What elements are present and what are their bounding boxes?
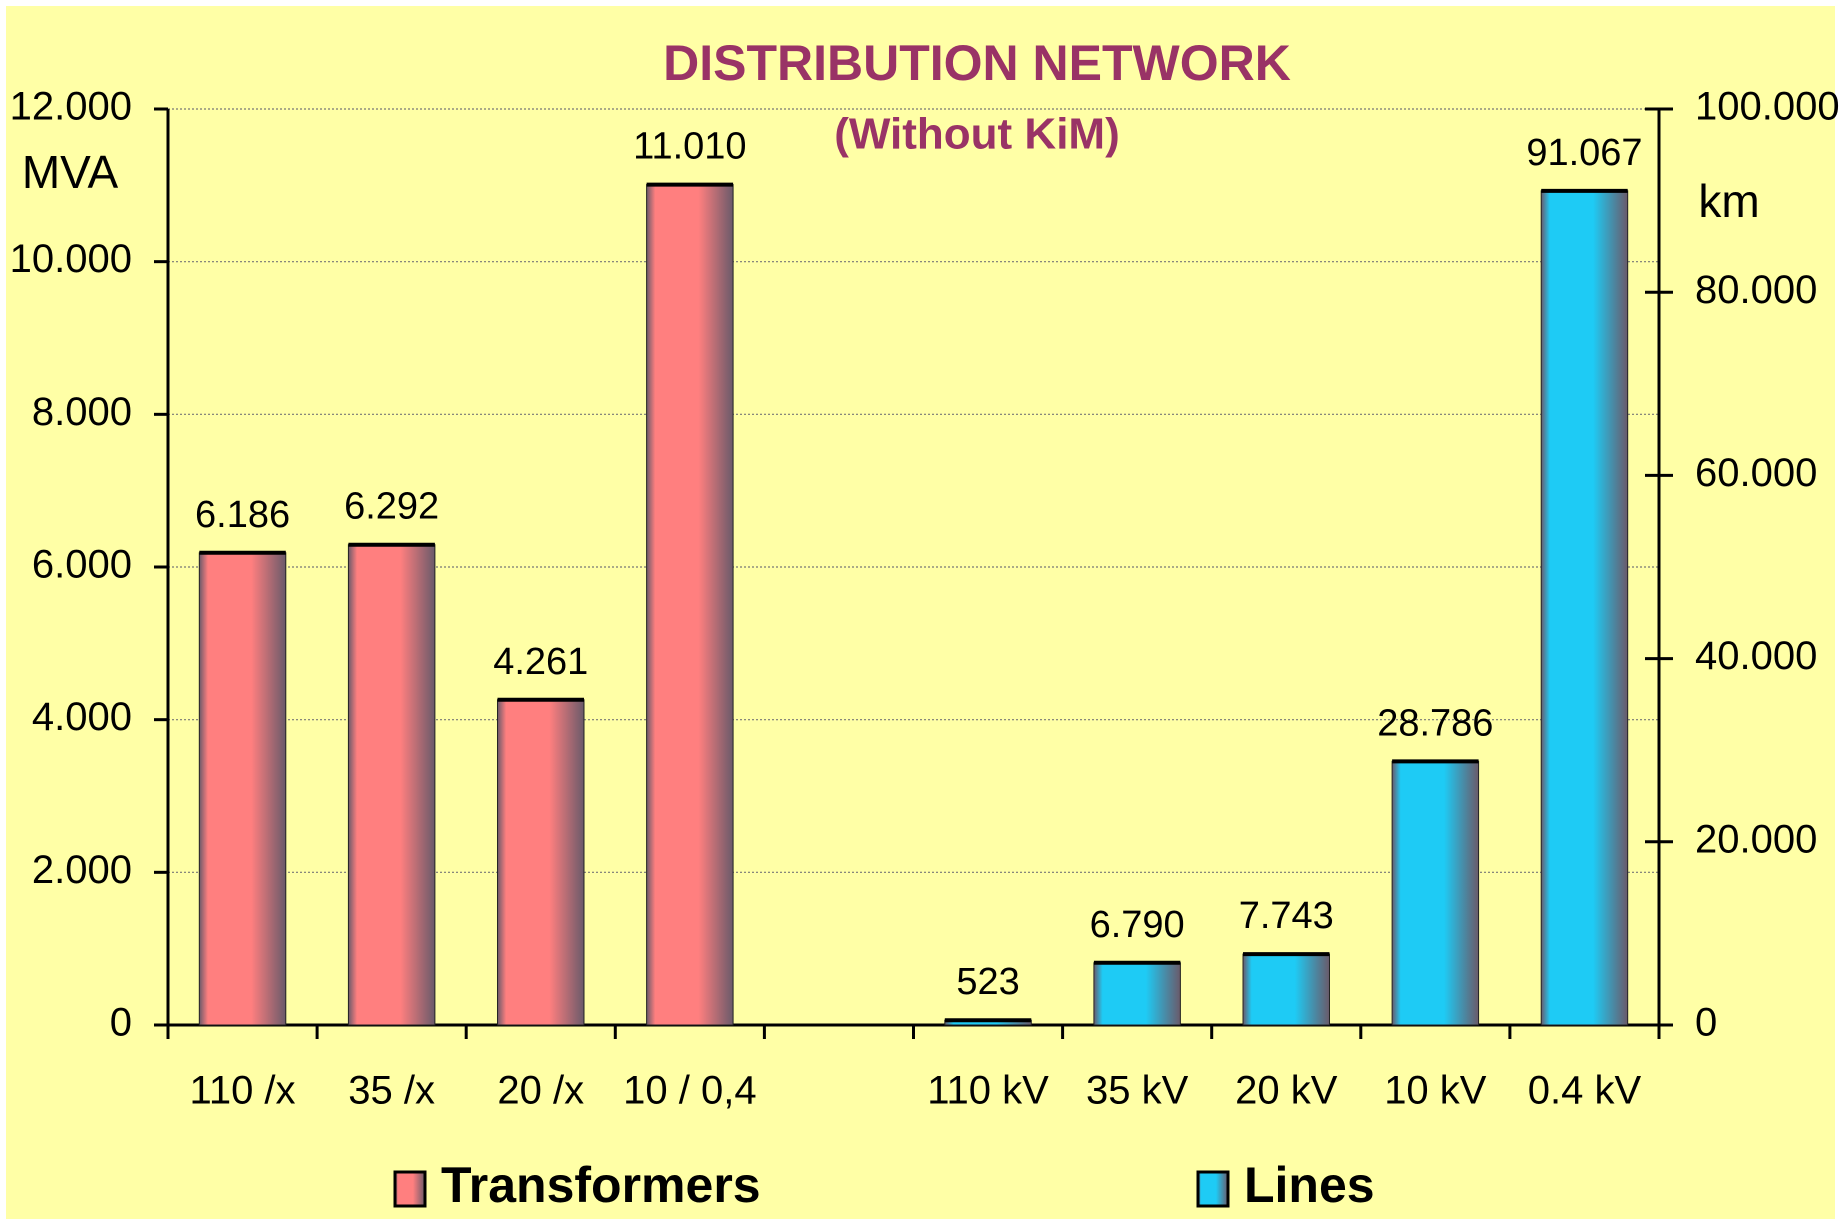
x-tick-label: 10 / 0,4 xyxy=(623,1069,756,1113)
bar xyxy=(1540,190,1629,1026)
value-label: 6.790 xyxy=(1090,904,1185,946)
bar xyxy=(347,544,436,1026)
value-label: 6.186 xyxy=(195,494,290,536)
value-label: 4.261 xyxy=(493,641,588,683)
y2-tick-label: 40.000 xyxy=(1695,634,1817,678)
y-axis-label: MVA xyxy=(22,146,119,198)
chart-subtitle: (Without KiM) xyxy=(834,110,1119,159)
bar xyxy=(1242,953,1330,1026)
x-tick-label: 10 kV xyxy=(1384,1069,1487,1113)
bar xyxy=(646,184,734,1026)
x-tick-label: 35 /x xyxy=(348,1069,435,1113)
x-tick-label: 110 kV xyxy=(927,1069,1049,1113)
bar xyxy=(1093,962,1181,1026)
y2-tick-label: 80.000 xyxy=(1695,268,1817,312)
x-tick-label: 0.4 kV xyxy=(1528,1069,1642,1113)
legend-swatch xyxy=(1196,1170,1230,1208)
bar xyxy=(198,552,287,1026)
x-tick-label: 110 /x xyxy=(190,1069,296,1113)
x-tick-label: 20 /x xyxy=(497,1069,584,1113)
legend-swatch xyxy=(393,1170,427,1208)
y-tick-label: 6.000 xyxy=(32,543,132,587)
y-tick-label: 10.000 xyxy=(10,237,132,281)
y2-axis-label: km xyxy=(1698,175,1759,227)
y-tick-label: 8.000 xyxy=(32,390,132,434)
y-tick-label: 12.000 xyxy=(10,85,132,129)
legend-label: Transformers xyxy=(441,1157,761,1213)
chart-title: DISTRIBUTION NETWORK xyxy=(663,35,1291,91)
value-label: 6.292 xyxy=(344,486,439,528)
bar xyxy=(1391,760,1480,1026)
background xyxy=(6,6,1835,1219)
x-tick-label: 35 kV xyxy=(1086,1069,1189,1113)
y2-tick-label: 100.000 xyxy=(1695,85,1840,129)
x-tick-label: 20 kV xyxy=(1235,1069,1338,1113)
y2-tick-label: 20.000 xyxy=(1695,817,1817,861)
y2-tick-label: 0 xyxy=(1695,1001,1717,1045)
bar xyxy=(497,699,585,1026)
value-label: 91.067 xyxy=(1526,132,1642,174)
value-label: 7.743 xyxy=(1239,895,1334,937)
y2-tick-label: 60.000 xyxy=(1695,451,1817,495)
value-label: 28.786 xyxy=(1377,702,1493,744)
y-tick-label: 2.000 xyxy=(32,848,132,892)
y-tick-label: 0 xyxy=(110,1001,132,1045)
value-label: 11.010 xyxy=(633,126,746,168)
legend-label: Lines xyxy=(1244,1157,1375,1213)
y-tick-label: 4.000 xyxy=(32,695,132,739)
value-label: 523 xyxy=(956,961,1019,1003)
